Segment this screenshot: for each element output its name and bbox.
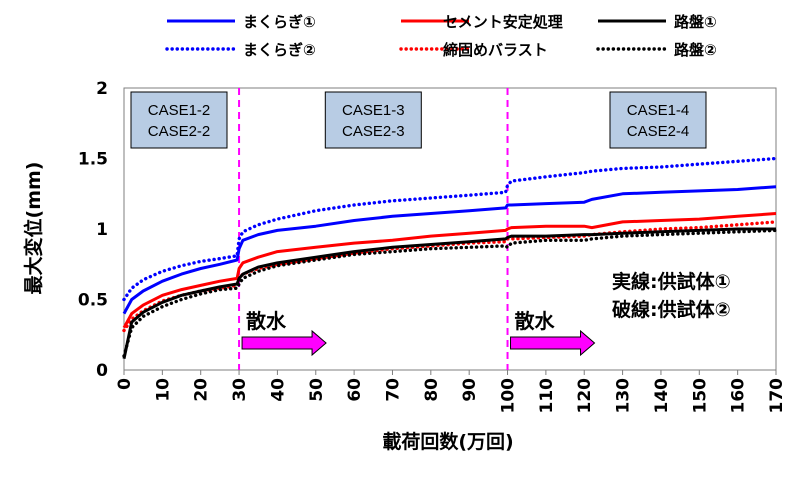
x-tick-label: 60 [345, 378, 365, 402]
line-style-note: 破線:供試体② [612, 298, 731, 321]
y-tick-label: 1 [96, 220, 108, 240]
legend-label: 締固めバラスト [443, 41, 548, 59]
legend-item: まくらぎ① [167, 13, 316, 31]
water-annotation-1: 散水 [241, 309, 327, 357]
x-tick-label: 80 [422, 378, 442, 402]
case-box-label: CASE1-3 [342, 102, 405, 119]
series-line-6 [122, 228, 778, 358]
x-tick-label: 130 [614, 378, 634, 414]
y-axis-title: 最大変位(mm) [22, 162, 45, 295]
legend-label: まくらぎ② [243, 41, 316, 59]
case-box-rect [130, 91, 228, 149]
x-tick-label: 10 [153, 378, 173, 402]
x-tick-label: 150 [690, 378, 710, 414]
water-annotation-2: 散水 [510, 309, 596, 357]
legend: まくらぎ① セメント安定処理 路盤① まくらぎ② 締固めバラスト 路盤② [165, 13, 717, 59]
legend-item: 路盤① [598, 13, 717, 31]
case-box-label: CASE2-2 [148, 123, 211, 140]
x-tick-label: 50 [307, 378, 327, 402]
x-tick-label: 0 [115, 378, 135, 390]
plot-area: CASE1-2 CASE2-2 CASE1-3 CASE2-3 CASE1-4 CASE2… [122, 87, 778, 371]
case-box-label: CASE1-4 [627, 102, 690, 119]
line-style-note: 実線:供試体① [612, 270, 731, 293]
case-box-2: CASE1-3 CASE2-3 [324, 91, 422, 149]
y-axis: 0 0.5 1 1.5 2 [78, 79, 108, 381]
case-box-label: CASE2-4 [627, 123, 690, 140]
series-line-5 [122, 227, 776, 360]
case-box-label: CASE1-2 [148, 102, 211, 119]
x-tick-label: 160 [729, 378, 749, 414]
x-tick-label: 70 [383, 378, 403, 402]
x-tick-label: 30 [230, 378, 250, 402]
y-tick-label: 0 [96, 361, 108, 381]
case-box-1: CASE1-2 CASE2-2 [130, 91, 228, 149]
x-tick-label: 110 [537, 378, 557, 414]
series-line-1 [122, 185, 777, 315]
legend-item: まくらぎ② [165, 41, 316, 59]
y-tick-label: 1.5 [78, 150, 108, 170]
water-label: 散水 [515, 309, 556, 333]
x-axis-title: 載荷回数(万回) [382, 430, 513, 453]
legend-item: 路盤② [596, 41, 717, 59]
arrow-right-icon [510, 329, 596, 357]
x-tick-label: 100 [499, 378, 519, 414]
legend-item: セメント安定処理 [401, 13, 563, 31]
legend-label: セメント安定処理 [443, 13, 563, 31]
series-line-2 [122, 156, 778, 302]
case-box-3: CASE1-4 CASE2-4 [609, 91, 707, 149]
series-line-3 [122, 212, 777, 329]
legend-label: 路盤② [674, 41, 717, 59]
x-tick-label: 90 [460, 378, 480, 402]
case-box-rect [609, 91, 707, 149]
y-tick-label: 2 [96, 79, 108, 99]
legend-label: まくらぎ① [243, 13, 316, 31]
x-tick-label: 170 [767, 378, 787, 414]
x-tick-label: 20 [192, 378, 212, 402]
x-axis: 0 10 20 30 40 50 60 70 80 90 100 110 120 130 140 150 160… [115, 370, 787, 414]
case-box-label: CASE2-3 [342, 123, 405, 140]
x-tick-label: 40 [268, 378, 288, 402]
y-tick-label: 0.5 [78, 291, 108, 311]
arrow-right-icon [241, 329, 327, 357]
legend-label: 路盤① [674, 13, 717, 31]
case-box-rect [324, 91, 422, 149]
x-tick-label: 120 [575, 378, 595, 414]
water-label: 散水 [246, 309, 287, 333]
legend-item: 締固めバラスト [399, 41, 548, 59]
x-tick-label: 140 [652, 378, 672, 414]
